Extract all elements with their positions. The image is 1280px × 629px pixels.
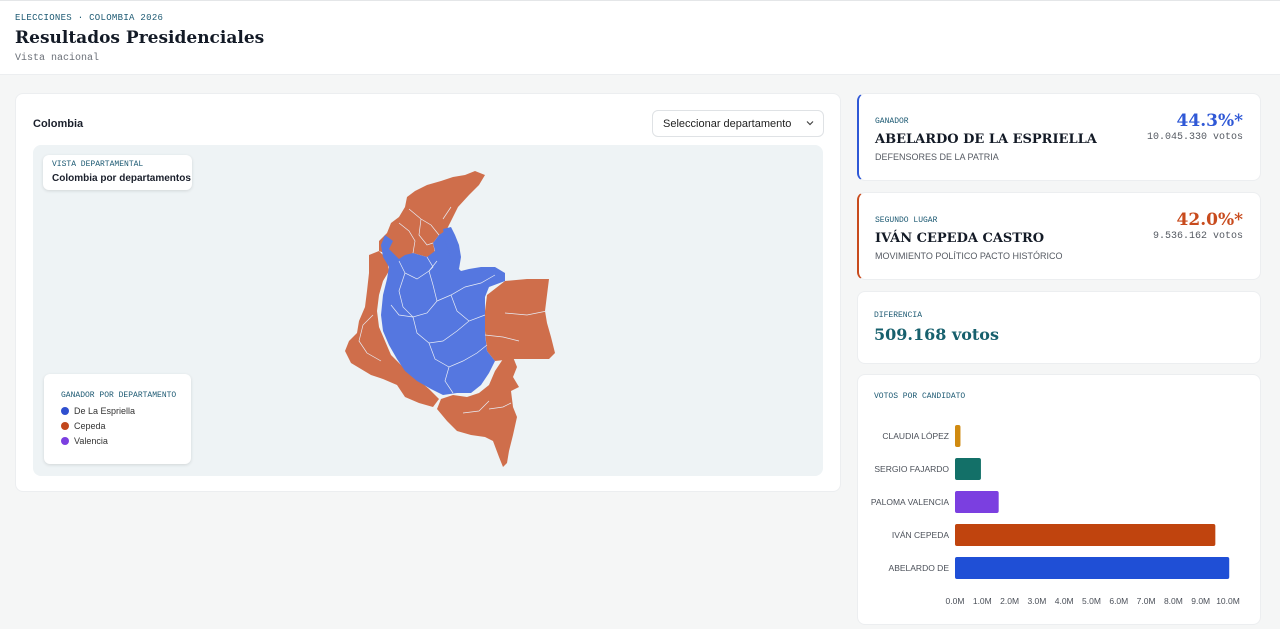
x-tick-label: 7.0M — [1137, 596, 1156, 606]
vote-bar[interactable] — [955, 425, 961, 447]
x-tick-label: 0.0M — [946, 596, 965, 606]
second-place-card: SEGUNDO LUGAR IVÁN CEPEDA CASTRO MOVIMIE… — [857, 192, 1261, 280]
department-borders — [358, 206, 548, 414]
department-select-value: Seleccionar departamento — [663, 118, 792, 130]
page-subtitle: Vista nacional — [15, 53, 100, 64]
legend-title: GANADOR POR DEPARTAMENTO — [61, 391, 177, 400]
map-view-badge: VISTA DEPARTAMENTAL Colombia por departa… — [43, 155, 192, 190]
second-eyebrow: SEGUNDO LUGAR — [875, 216, 938, 225]
map-area[interactable]: VISTA DEPARTAMENTAL Colombia por departa… — [33, 145, 823, 476]
x-tick-label: 2.0M — [1000, 596, 1019, 606]
second-percentage: 42.0%* — [1176, 210, 1243, 230]
bar-category-label: IVÁN CEPEDA — [892, 530, 949, 540]
map-heading: Colombia — [33, 118, 84, 130]
legend-item: Cepeda — [61, 421, 106, 431]
x-tick-label: 5.0M — [1082, 596, 1101, 606]
legend-label: Valencia — [74, 436, 108, 446]
department-select[interactable]: Seleccionar departamento — [652, 110, 824, 137]
votes-chart-card: VOTOS POR CANDIDATO CLAUDIA LÓPEZ SERGIO … — [857, 374, 1261, 625]
winner-eyebrow: GANADOR — [875, 117, 909, 126]
region-pacific[interactable] — [345, 251, 439, 407]
winner-votes: 10.045.330 votos — [1146, 132, 1243, 143]
header-eyebrow: ELECCIONES · COLOMBIA 2026 — [15, 13, 164, 23]
x-tick-label: 6.0M — [1109, 596, 1128, 606]
difference-value: 509.168 votos — [874, 325, 999, 344]
map-view-title: Colombia por departamentos — [52, 173, 191, 184]
x-tick-label: 1.0M — [973, 596, 992, 606]
legend-item: De La Espriella — [61, 406, 135, 416]
legend-label: Cepeda — [74, 421, 106, 431]
bar-category-label: CLAUDIA LÓPEZ — [882, 431, 949, 441]
x-tick-label: 9.0M — [1191, 596, 1210, 606]
bar-category-label: SERGIO FAJARDO — [874, 464, 949, 474]
legend-dot — [61, 422, 69, 430]
x-tick-label: 10.0M — [1216, 596, 1240, 606]
winner-party: DEFENSORES DE LA PATRIA — [875, 152, 999, 162]
vote-bar[interactable] — [955, 458, 981, 480]
x-tick-label: 4.0M — [1055, 596, 1074, 606]
map-card: Colombia Seleccionar departamento — [15, 93, 841, 492]
votes-chart-eyebrow: VOTOS POR CANDIDATO — [874, 392, 966, 401]
difference-card: DIFERENCIA 509.168 votos — [857, 291, 1261, 364]
second-name: IVÁN CEPEDA CASTRO — [875, 231, 1045, 246]
map-legend: GANADOR POR DEPARTAMENTO De La Espriella… — [44, 374, 191, 464]
vote-bar[interactable] — [955, 491, 999, 513]
vote-bar[interactable] — [955, 524, 1216, 546]
legend-dot — [61, 437, 69, 445]
winner-card: GANADOR ABELARDO DE LA ESPRIELLA DEFENSO… — [857, 93, 1261, 181]
header-bar: ELECCIONES · COLOMBIA 2026 Resultados Pr… — [0, 0, 1280, 75]
map-view-eyebrow: VISTA DEPARTAMENTAL — [52, 160, 144, 169]
region-south[interactable] — [437, 357, 519, 467]
x-tick-label: 8.0M — [1164, 596, 1183, 606]
winner-percentage: 44.3%* — [1176, 111, 1243, 131]
second-votes: 9.536.162 votos — [1152, 231, 1243, 242]
region-andean[interactable] — [381, 231, 505, 395]
legend-label: De La Espriella — [74, 406, 136, 416]
region-norte-santander[interactable] — [443, 227, 461, 269]
bar-category-label: PALOMA VALENCIA — [871, 497, 949, 507]
bar-category-label: ABELARDO DE — [889, 563, 950, 573]
winner-name: ABELARDO DE LA ESPRIELLA — [875, 132, 1097, 147]
legend-dot — [61, 407, 69, 415]
x-tick-label: 3.0M — [1027, 596, 1046, 606]
chevron-down-icon — [806, 121, 814, 126]
page-title: Resultados Presidenciales — [15, 28, 265, 48]
region-caribbean[interactable] — [379, 171, 485, 261]
second-party: MOVIMIENTO POLÍTICO PACTO HISTÓRICO — [875, 251, 1063, 261]
difference-eyebrow: DIFERENCIA — [874, 311, 923, 320]
votes-bar-chart: CLAUDIA LÓPEZ SERGIO FAJARDO PALOMA VALENC… — [871, 425, 1240, 606]
legend-item: Valencia — [61, 436, 108, 446]
region-east[interactable] — [485, 279, 555, 361]
vote-bar[interactable] — [955, 557, 1230, 579]
colombia-map[interactable] — [33, 145, 823, 476]
